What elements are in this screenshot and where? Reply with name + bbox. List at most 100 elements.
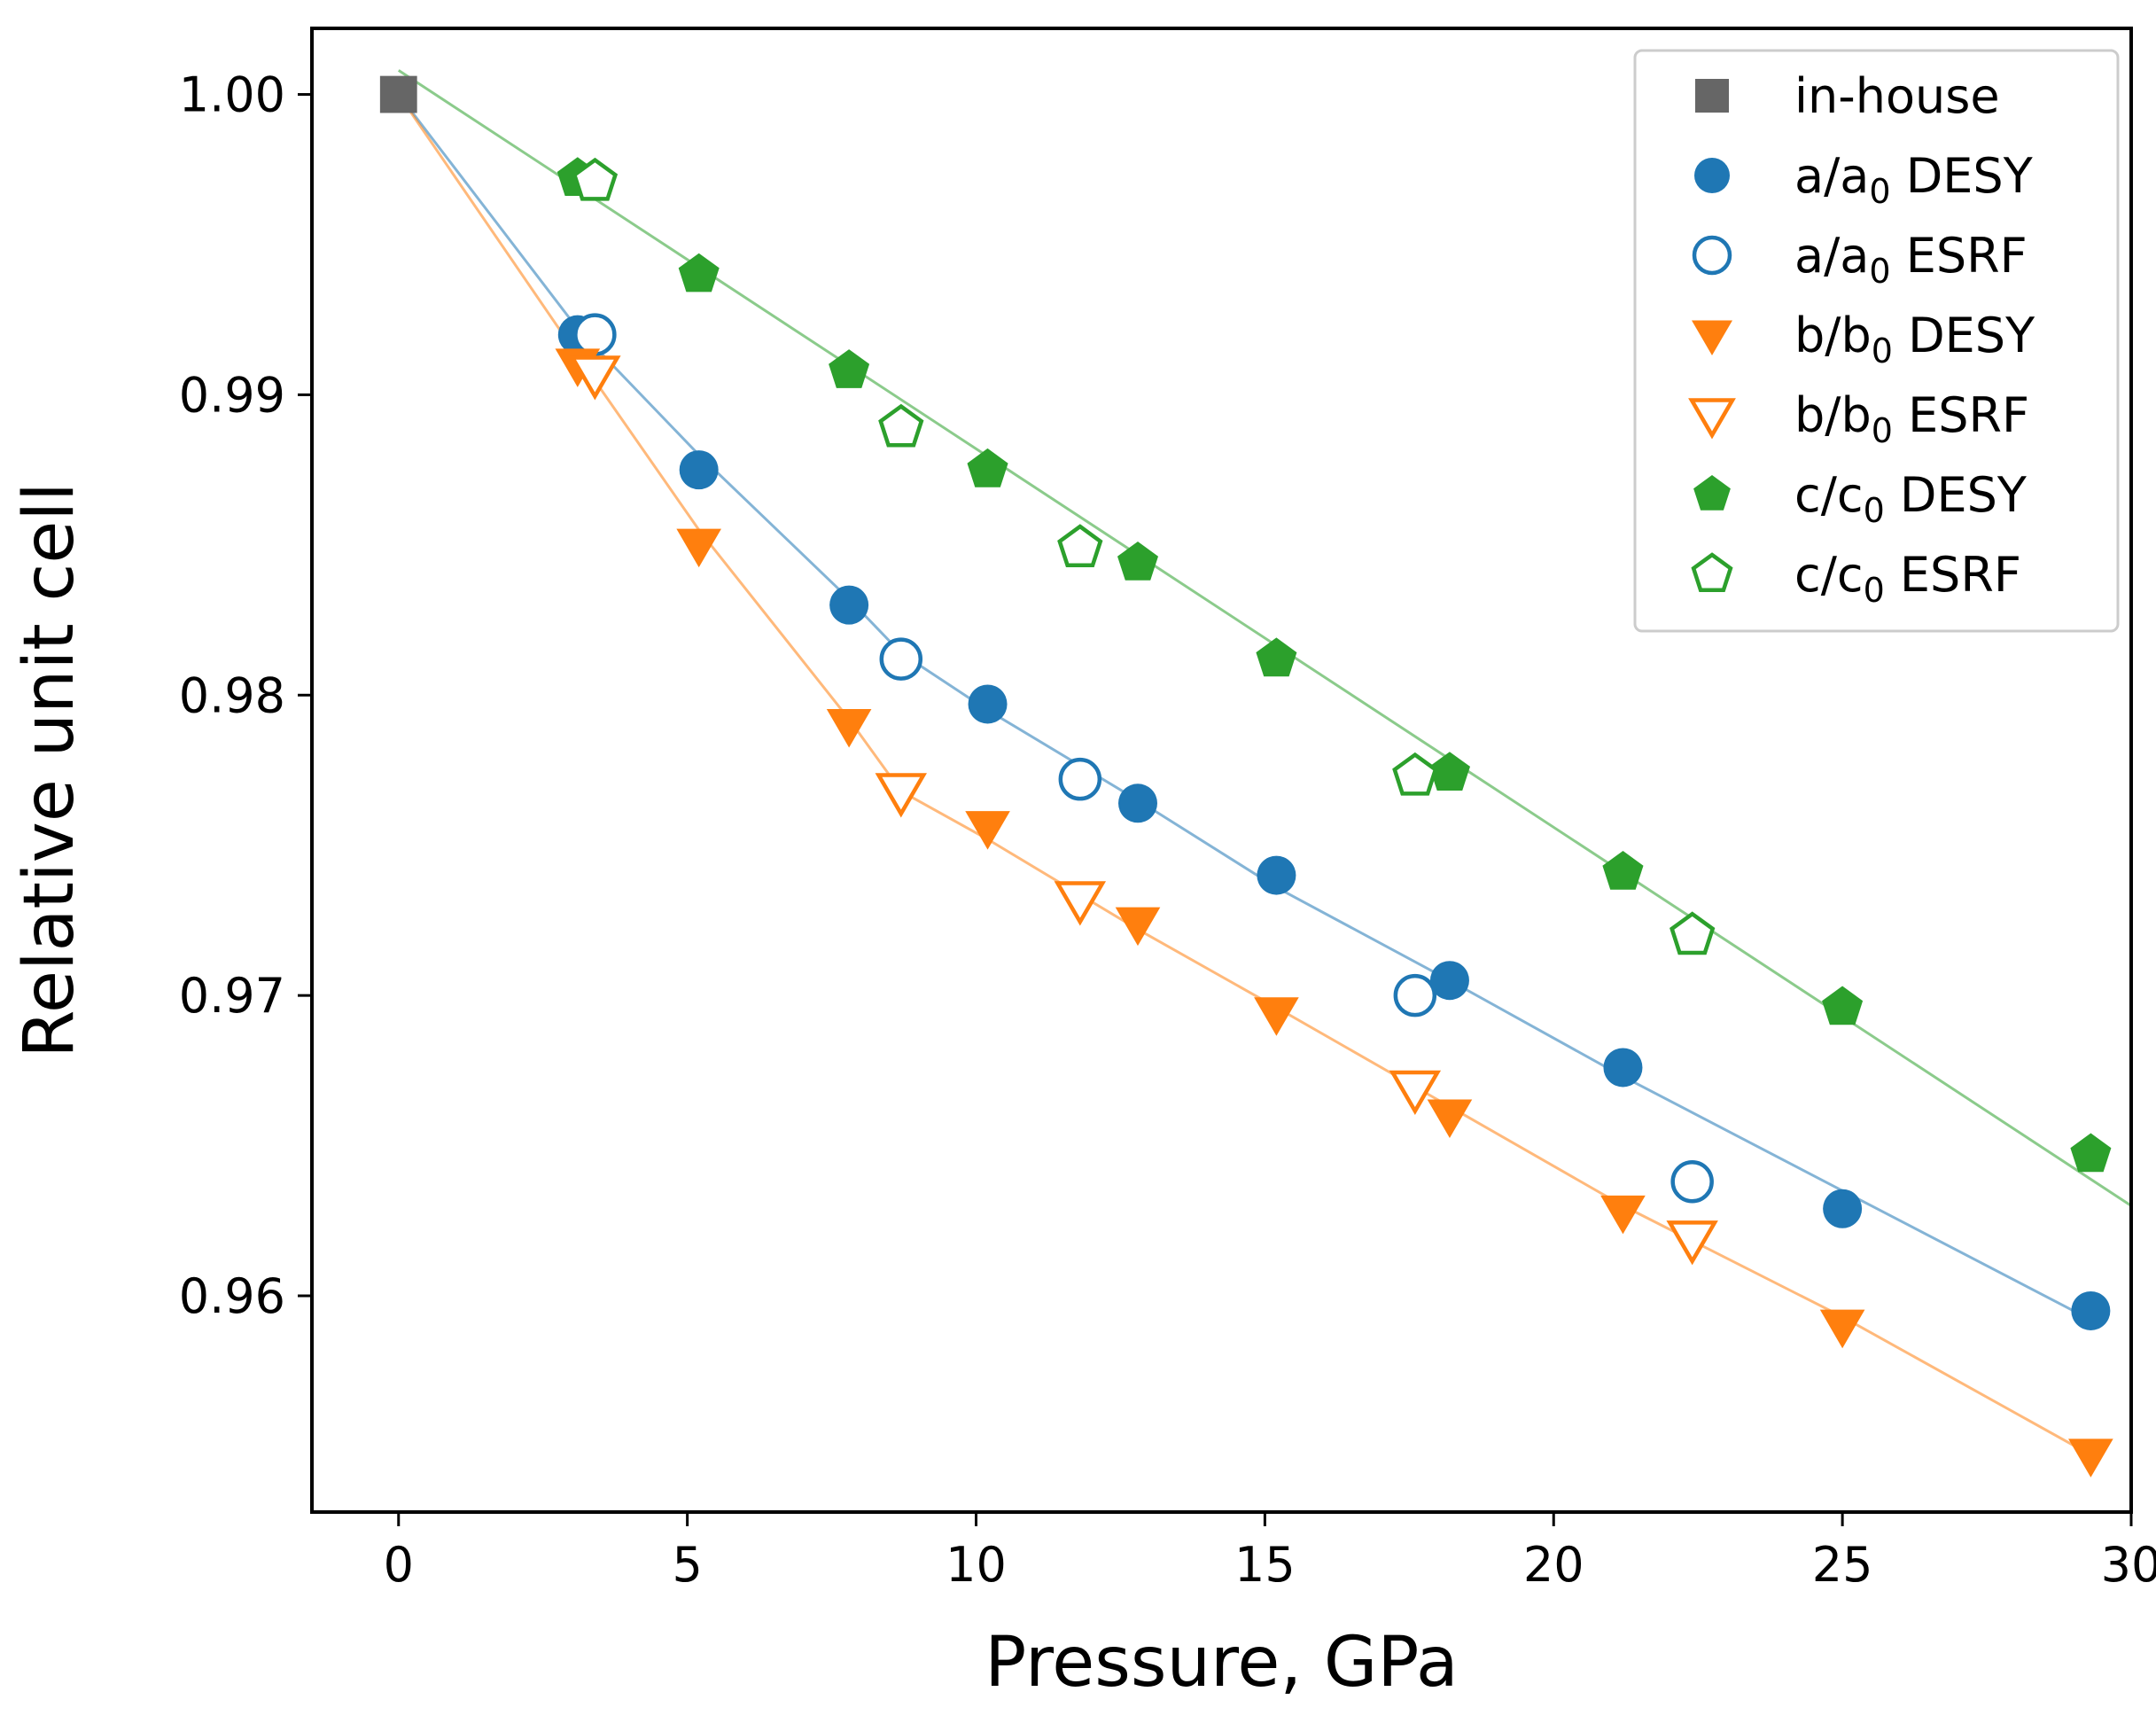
legend-label: in-house xyxy=(1794,68,2000,124)
axis-ticks: 0 5 10 15 20 25 30 0.96 0.97 0.98 0.99 1.00 xyxy=(179,67,2156,1593)
legend-marker xyxy=(1692,235,1732,276)
legend-label-base: c/c xyxy=(1794,547,1864,603)
y-tick-label: 0.96 xyxy=(179,1268,285,1324)
x-tick-label: 30 xyxy=(2101,1537,2156,1593)
legend-item: in-house xyxy=(1695,68,2000,124)
x-tick-label: 25 xyxy=(1812,1537,1873,1593)
legend-label: b/b0 ESRF xyxy=(1794,387,2029,450)
legend-label-base: in-house xyxy=(1794,68,2000,124)
data-point xyxy=(1393,973,1437,1017)
legend-label-suffix: DESY xyxy=(1893,308,2035,363)
data-point xyxy=(1823,1189,1863,1228)
x-tick-label: 5 xyxy=(672,1537,702,1593)
y-tick-label: 0.97 xyxy=(179,968,285,1024)
legend-marker xyxy=(1693,475,1731,511)
data-point xyxy=(1670,911,1716,955)
legend-marker xyxy=(1692,320,1732,355)
series-1 xyxy=(557,315,2111,1330)
series-5 xyxy=(557,157,2112,1173)
legend-marker xyxy=(1691,552,1733,593)
y-tick-label: 1.00 xyxy=(179,67,285,123)
legend-label: c/c0 DESY xyxy=(1794,467,2028,530)
legend-item: c/c0 ESRF xyxy=(1691,547,2021,610)
data-point xyxy=(678,253,720,292)
legend-label-suffix: ESRF xyxy=(1891,228,2028,284)
data-point xyxy=(1666,1220,1718,1266)
legend-label-suffix: ESRF xyxy=(1885,547,2021,603)
legend-label: a/a0 ESRF xyxy=(1794,228,2028,291)
legend-label-suffix: DESY xyxy=(1891,148,2034,204)
data-point xyxy=(572,157,619,201)
data-point xyxy=(1822,986,1864,1025)
y-axis-label: Relative unit cell xyxy=(10,482,90,1057)
legend-box xyxy=(1633,49,2120,633)
x-tick-label: 0 xyxy=(384,1537,414,1593)
data-points xyxy=(379,75,2113,1477)
legend-label: a/a0 DESY xyxy=(1794,148,2034,211)
data-point xyxy=(2068,1438,2113,1477)
series-6 xyxy=(572,157,1716,955)
data-point xyxy=(676,528,721,568)
legend-label-base: a/a xyxy=(1794,228,1869,284)
data-point xyxy=(875,773,927,818)
y-tick-label: 0.99 xyxy=(179,367,285,423)
data-point xyxy=(1602,851,1644,890)
legend-label-subscript: 0 xyxy=(1864,491,1885,530)
legend-item: a/a0 DESY xyxy=(1694,148,2034,211)
series-4 xyxy=(569,355,1718,1266)
x-tick-label: 15 xyxy=(1234,1537,1296,1593)
x-tick-label: 20 xyxy=(1523,1537,1584,1593)
legend-label-base: c/c xyxy=(1794,467,1864,523)
data-point xyxy=(829,585,869,625)
data-point xyxy=(1057,524,1103,568)
data-point xyxy=(965,811,1010,850)
data-point xyxy=(879,637,923,681)
data-point xyxy=(1427,1099,1473,1138)
data-point xyxy=(379,75,417,113)
data-point xyxy=(679,450,719,490)
x-axis-label: Pressure, GPa xyxy=(985,1623,1458,1703)
data-point xyxy=(1115,907,1161,947)
data-point xyxy=(1600,1195,1646,1235)
plot-frame xyxy=(310,27,2133,1514)
data-point xyxy=(569,355,621,401)
data-point xyxy=(1256,637,1297,677)
legend-marker xyxy=(1694,158,1730,193)
legend-label-suffix: ESRF xyxy=(1893,387,2029,443)
data-point xyxy=(1670,1159,1714,1204)
legend-label-subscript: 0 xyxy=(1869,252,1890,291)
series-0 xyxy=(379,75,417,113)
legend-label-subscript: 0 xyxy=(1869,172,1890,211)
legend-label: c/c0 ESRF xyxy=(1794,547,2021,610)
data-point xyxy=(1428,752,1470,791)
legend-label-base: b/b xyxy=(1794,387,1872,443)
legend-label-base: b/b xyxy=(1794,308,1872,363)
legend-item: b/b0 DESY xyxy=(1692,308,2035,370)
data-point xyxy=(1054,881,1107,926)
data-point xyxy=(1389,1070,1442,1115)
legend-item: b/b0 ESRF xyxy=(1688,387,2029,450)
data-point xyxy=(1603,1048,1643,1088)
data-point xyxy=(1819,1309,1865,1349)
data-point xyxy=(1117,542,1158,581)
data-point xyxy=(1254,997,1299,1036)
data-point xyxy=(2070,1133,2112,1173)
data-point xyxy=(1117,784,1157,823)
data-point xyxy=(573,313,617,356)
legend-marker xyxy=(1695,79,1729,113)
data-point xyxy=(1058,757,1102,801)
data-point xyxy=(968,684,1008,724)
y-tick-label: 0.98 xyxy=(179,667,285,723)
legend-item: a/a0 ESRF xyxy=(1692,228,2028,291)
data-point xyxy=(1392,752,1438,796)
fit-line-0 xyxy=(397,93,2092,1321)
data-point xyxy=(829,349,870,388)
legend-label-base: a/a xyxy=(1794,148,1869,204)
data-point xyxy=(2071,1290,2111,1330)
data-point xyxy=(1257,855,1296,895)
legend-marker xyxy=(1688,398,1736,440)
legend-item: c/c0 DESY xyxy=(1693,467,2028,530)
data-point xyxy=(967,448,1008,487)
